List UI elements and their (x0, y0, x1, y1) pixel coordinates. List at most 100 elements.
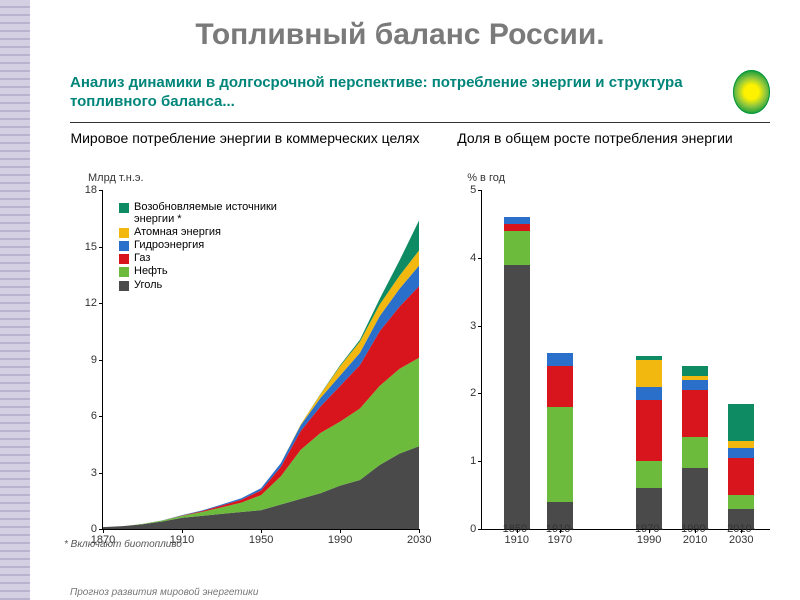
ytick-label: 1 (452, 455, 476, 467)
sub-header: Анализ динамики в долгосрочной перспекти… (70, 70, 770, 114)
xtick-label: 2030 (407, 535, 431, 547)
legend-item-coal: Уголь (119, 279, 294, 291)
xtick-mark (695, 529, 696, 533)
bar-seg-hydro (504, 217, 530, 224)
ytick-label: 18 (73, 184, 97, 196)
bar-seg-nuclear (728, 441, 754, 448)
bar-seg-nuclear (636, 360, 662, 387)
page-title: Топливный баланс России. (0, 18, 800, 52)
xtick-mark (517, 529, 518, 533)
bar-seg-oil (682, 437, 708, 468)
xtick-mark (560, 529, 561, 533)
legend-label: Уголь (134, 279, 162, 291)
bp-logo-icon (733, 70, 770, 114)
ytick-mark (99, 416, 103, 417)
ytick-label: 0 (452, 523, 476, 535)
bar-seg-hydro (728, 448, 754, 458)
legend-swatch (119, 254, 129, 264)
ytick-label: 3 (452, 320, 476, 332)
ytick-label: 3 (73, 467, 97, 479)
bar-seg-oil (636, 461, 662, 488)
legend-swatch (119, 228, 129, 238)
left-footnote: * Включают биотопливо (64, 539, 182, 550)
bar-seg-oil (547, 407, 573, 502)
xtick-label: 1910-1970 (546, 524, 574, 547)
ytick-mark (478, 393, 482, 394)
legend-swatch (119, 267, 129, 277)
bar-seg-hydro (547, 353, 573, 367)
ytick-mark (478, 190, 482, 191)
right-plot-area: 0123451850-19101910-19701970-19901990-20… (481, 190, 770, 530)
ytick-mark (478, 529, 482, 530)
xtick-label: 1850-1910 (503, 524, 531, 547)
bar-seg-gas (636, 400, 662, 461)
ytick-label: 12 (73, 297, 97, 309)
xtick-mark (261, 529, 262, 533)
xtick-mark (649, 529, 650, 533)
bar-seg-renew (682, 366, 708, 376)
ytick-mark (478, 258, 482, 259)
ytick-mark (99, 360, 103, 361)
divider (70, 122, 770, 123)
ytick-label: 4 (452, 252, 476, 264)
ytick-mark (478, 461, 482, 462)
bar-1970-1990 (636, 190, 662, 529)
bar-seg-coal (682, 468, 708, 529)
legend-label: Нефть (134, 265, 168, 277)
bar-seg-hydro (636, 387, 662, 401)
left-y-unit: Млрд т.н.э. (88, 172, 144, 184)
xtick-mark (103, 529, 104, 533)
ytick-label: 2 (452, 387, 476, 399)
legend-swatch (119, 281, 129, 291)
chart-titles-row: Мировое потребление энергии в коммерческ… (70, 130, 770, 147)
bar-seg-gas (504, 224, 530, 231)
bar-seg-gas (547, 366, 573, 407)
left-chart-panel: Млрд т.н.э. 0369121518187019101950199020… (60, 172, 429, 570)
subtitle: Анализ динамики в долгосрочной перспекти… (70, 73, 733, 112)
xtick-label: 1950 (249, 535, 273, 547)
bar-seg-gas (728, 458, 754, 495)
legend-label: Гидроэнергия (134, 239, 204, 251)
legend-swatch (119, 203, 129, 213)
charts-row: Млрд т.н.э. 0369121518187019101950199020… (60, 172, 780, 570)
legend-item-hydro: Гидроэнергия (119, 239, 294, 251)
xtick-label: 1990 (328, 535, 352, 547)
bar-2010-2030 (728, 190, 754, 529)
ytick-mark (99, 303, 103, 304)
bar-seg-renew (728, 404, 754, 441)
legend-label: Возобновляемые источники энергии * (134, 201, 294, 225)
xtick-label: 2010-2030 (727, 524, 755, 547)
bar-seg-nuclear (682, 376, 708, 379)
ytick-mark (99, 190, 103, 191)
xtick-label: 1990-2010 (681, 524, 709, 547)
legend-item-renew: Возобновляемые источники энергии * (119, 201, 294, 225)
legend-item-gas: Газ (119, 252, 294, 264)
legend-swatch (119, 241, 129, 251)
ytick-label: 6 (73, 410, 97, 422)
bar-seg-oil (504, 231, 530, 265)
legend: Возобновляемые источники энергии *Атомна… (115, 196, 298, 296)
ytick-mark (99, 473, 103, 474)
bar-1990-2010 (682, 190, 708, 529)
xtick-label: 1970-1990 (635, 524, 663, 547)
xtick-mark (741, 529, 742, 533)
right-y-unit: % в год (467, 172, 505, 184)
ytick-label: 0 (73, 523, 97, 535)
legend-item-oil: Нефть (119, 265, 294, 277)
bar-1850-1910 (504, 190, 530, 529)
xtick-mark (419, 529, 420, 533)
legend-item-nuclear: Атомная энергия (119, 226, 294, 238)
legend-label: Газ (134, 252, 150, 264)
footer-source: Прогноз развития мировой энергетики (70, 587, 258, 598)
xtick-mark (340, 529, 341, 533)
xtick-mark (182, 529, 183, 533)
bar-seg-gas (682, 390, 708, 437)
right-chart-title: Доля в общем росте потребления энергии (420, 130, 770, 147)
ytick-mark (99, 247, 103, 248)
bar-seg-oil (728, 495, 754, 509)
legend-label: Атомная энергия (134, 226, 221, 238)
ytick-label: 15 (73, 241, 97, 253)
bar-1910-1970 (547, 190, 573, 529)
bar-seg-hydro (682, 380, 708, 390)
ytick-label: 5 (452, 184, 476, 196)
